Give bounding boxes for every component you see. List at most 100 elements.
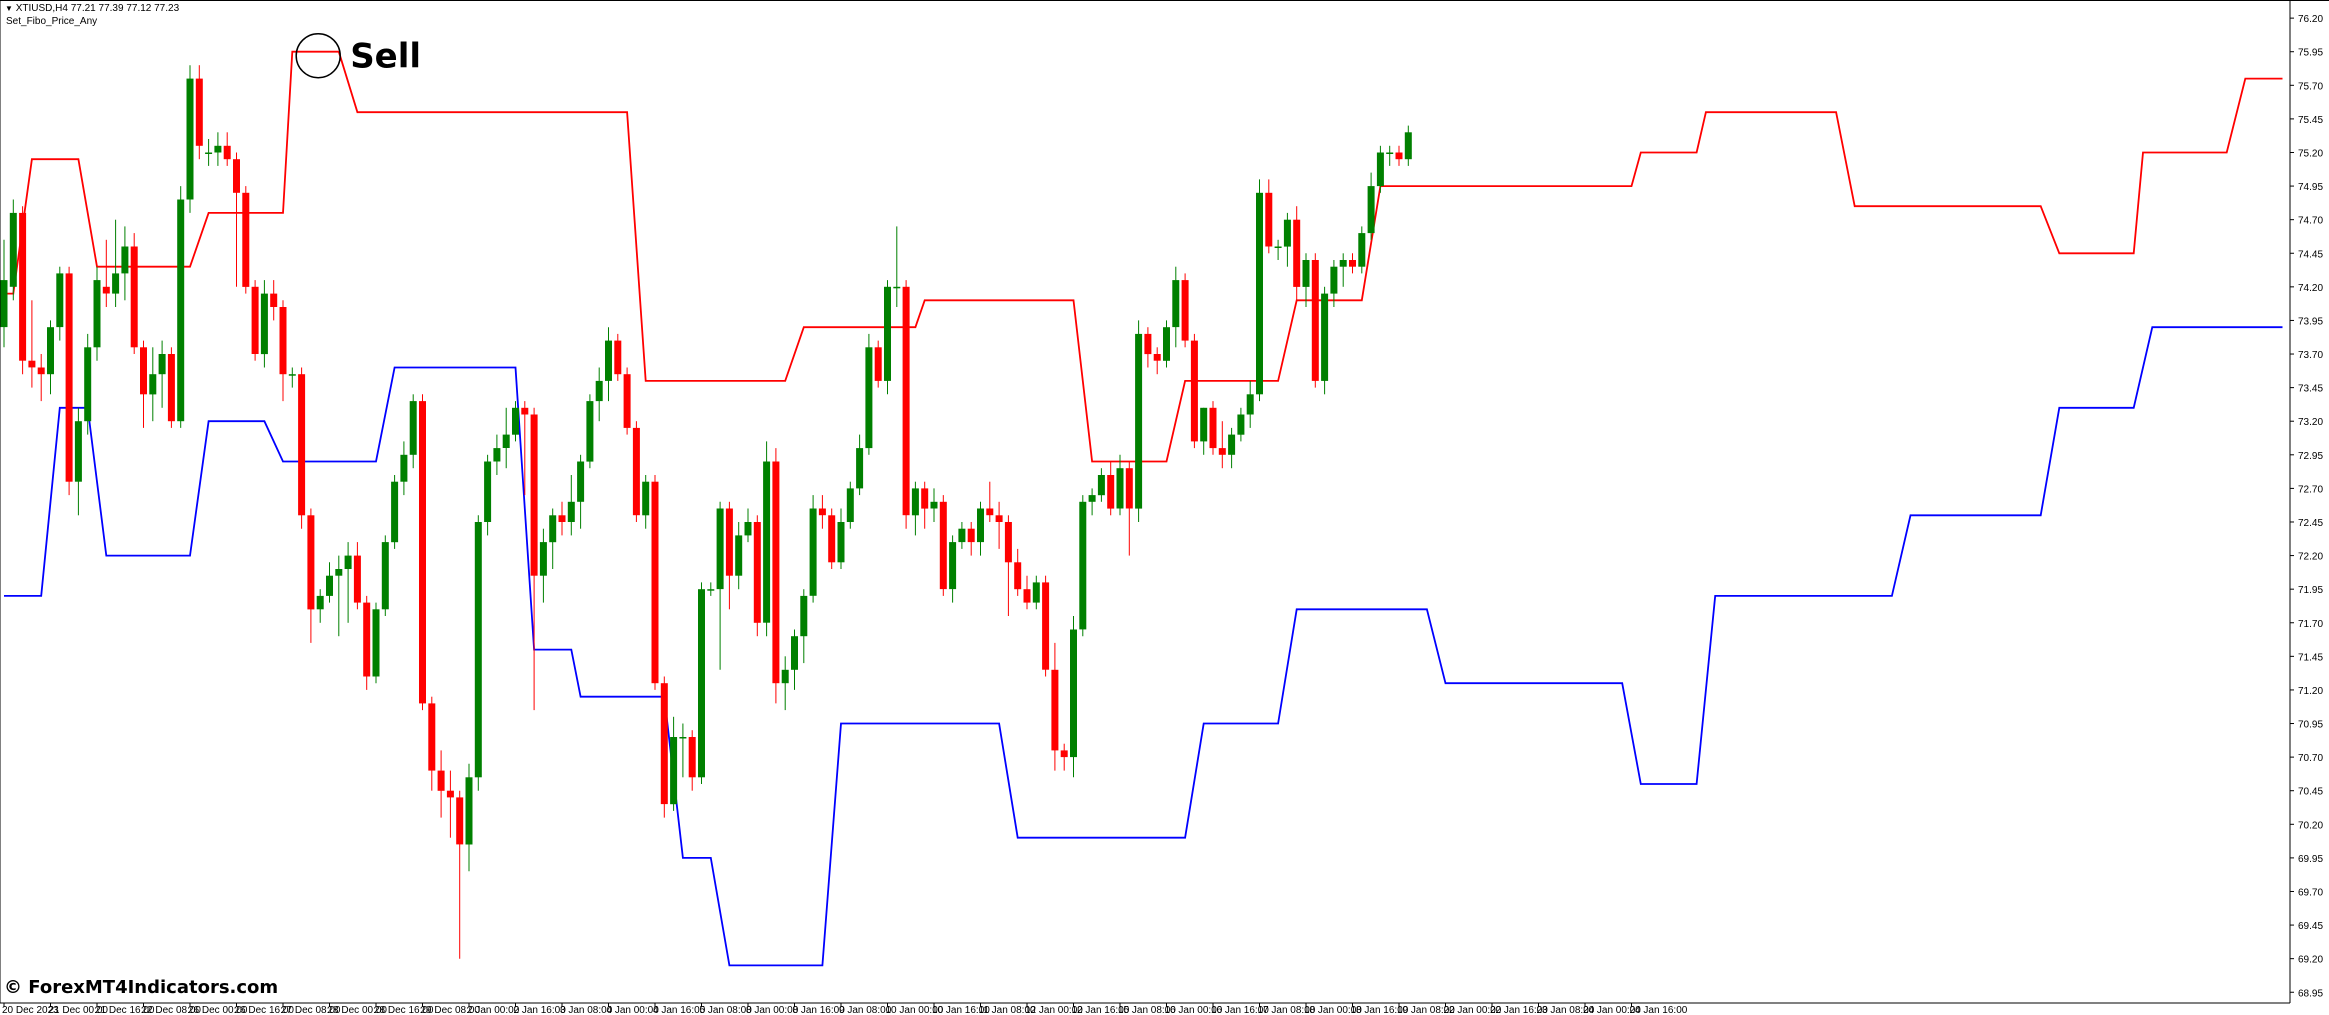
price-tick-label: 75.95 xyxy=(2298,48,2323,59)
bull-candle xyxy=(1283,212,1291,267)
bear-candle xyxy=(437,750,445,818)
bear-candle xyxy=(102,239,110,307)
bull-candle xyxy=(391,475,399,549)
bull-candle xyxy=(474,515,482,791)
bear-candle xyxy=(651,475,659,690)
candle-body xyxy=(84,347,92,422)
candle-body xyxy=(1237,414,1245,435)
candle-body xyxy=(195,78,203,146)
bull-candle xyxy=(0,239,8,348)
bear-candle xyxy=(1042,575,1050,677)
bull-candle xyxy=(698,582,705,784)
candle-body xyxy=(753,522,761,623)
price-tick-label: 72.70 xyxy=(2298,484,2323,495)
bull-candle xyxy=(1339,253,1347,287)
lower-level-line xyxy=(4,326,2283,967)
price-tick-label: 69.20 xyxy=(2298,955,2323,966)
candle-body xyxy=(335,569,343,576)
bear-candle xyxy=(1051,642,1059,771)
candle-body xyxy=(688,737,696,778)
candle-body xyxy=(251,286,259,354)
time-tick-label: 28 Dec 16:00 xyxy=(374,1005,434,1015)
time-tick-label: 11 Jan 08:00 xyxy=(979,1005,1037,1015)
bear-candle xyxy=(967,522,975,556)
candle-body xyxy=(93,280,101,348)
candle-body xyxy=(1153,354,1161,361)
candle-body xyxy=(474,522,482,778)
candle-body xyxy=(995,515,1003,522)
candle-body xyxy=(865,347,873,449)
bull-candle xyxy=(1367,172,1375,240)
bull-candle xyxy=(484,454,492,536)
bull-candle xyxy=(1302,253,1310,307)
bear-candle xyxy=(223,132,231,166)
bull-candle xyxy=(1172,266,1180,348)
candle-body xyxy=(1228,434,1236,455)
bear-candle xyxy=(828,508,836,569)
time-tick-label: 10 Jan 16:00 xyxy=(932,1005,990,1015)
candle-body xyxy=(1376,152,1384,187)
time-tick-label: 26 Dec 00:00 xyxy=(188,1005,248,1015)
bull-candle xyxy=(9,199,17,301)
candle-body xyxy=(307,515,315,610)
bull-candle xyxy=(577,454,585,529)
candle-body xyxy=(9,212,17,287)
candle-body xyxy=(233,159,240,193)
candle-body xyxy=(372,609,380,677)
candle-body xyxy=(1070,629,1077,758)
bear-candle xyxy=(1004,515,1012,616)
symbol-header: ▼ XTIUSD,H4 77.21 77.39 77.12 77.23 xyxy=(5,3,179,15)
bull-candle xyxy=(1330,260,1338,307)
time-tick-label: 8 Jan 00:00 xyxy=(746,1005,799,1015)
candle-body xyxy=(1404,132,1412,160)
bear-candle xyxy=(902,280,910,529)
time-tick-label: 27 Dec 08:00 xyxy=(281,1005,341,1015)
bull-candle xyxy=(809,495,817,603)
price-tick-label: 72.20 xyxy=(2298,552,2323,563)
bull-candle xyxy=(586,394,594,469)
time-tick-label: 24 Jan 00:00 xyxy=(1583,1005,1641,1015)
bear-candle xyxy=(660,676,668,818)
candle-body xyxy=(530,414,538,576)
candle-body xyxy=(465,777,473,845)
time-tick-label: 26 Dec 16:00 xyxy=(235,1005,295,1015)
price-tick-label: 73.70 xyxy=(2298,350,2323,361)
candle-body xyxy=(1107,475,1115,509)
candle-body xyxy=(260,293,268,355)
candle-body xyxy=(242,192,250,287)
bull-candle xyxy=(149,347,157,422)
time-tick-label: 22 Jan 00:00 xyxy=(1444,1005,1502,1015)
candle-body xyxy=(921,488,929,509)
candle-body xyxy=(558,515,566,522)
candle-body xyxy=(1283,219,1291,247)
bear-candle xyxy=(1060,743,1068,771)
candle-body xyxy=(186,78,194,200)
bull-candle xyxy=(763,441,771,637)
candle-body xyxy=(158,354,166,375)
bull-candle xyxy=(400,441,408,496)
bear-candle xyxy=(995,501,1003,549)
candle-body xyxy=(1023,589,1031,603)
bear-candle xyxy=(1014,548,1022,596)
candle-body xyxy=(949,542,957,590)
candle-body xyxy=(1274,246,1282,248)
candle-body xyxy=(958,528,966,543)
time-tick-label: 18 Jan 16:00 xyxy=(1351,1005,1409,1015)
bull-candle xyxy=(977,501,984,556)
bear-candle xyxy=(353,542,361,610)
candle-body xyxy=(1218,448,1226,455)
bear-candle xyxy=(1153,347,1161,375)
price-tick-label: 73.20 xyxy=(2298,417,2323,428)
dropdown-triangle-icon[interactable]: ▼ xyxy=(5,4,13,13)
bull-candle xyxy=(539,528,547,603)
bull-candle xyxy=(1079,495,1087,637)
bear-candle xyxy=(233,152,240,287)
candle-body xyxy=(698,589,705,778)
bull-candle xyxy=(1386,145,1394,166)
bear-candle xyxy=(772,448,780,704)
bull-candle xyxy=(186,65,194,213)
bull-candle xyxy=(1321,286,1329,395)
candle-body xyxy=(1395,152,1403,160)
bear-candle xyxy=(1209,401,1217,455)
